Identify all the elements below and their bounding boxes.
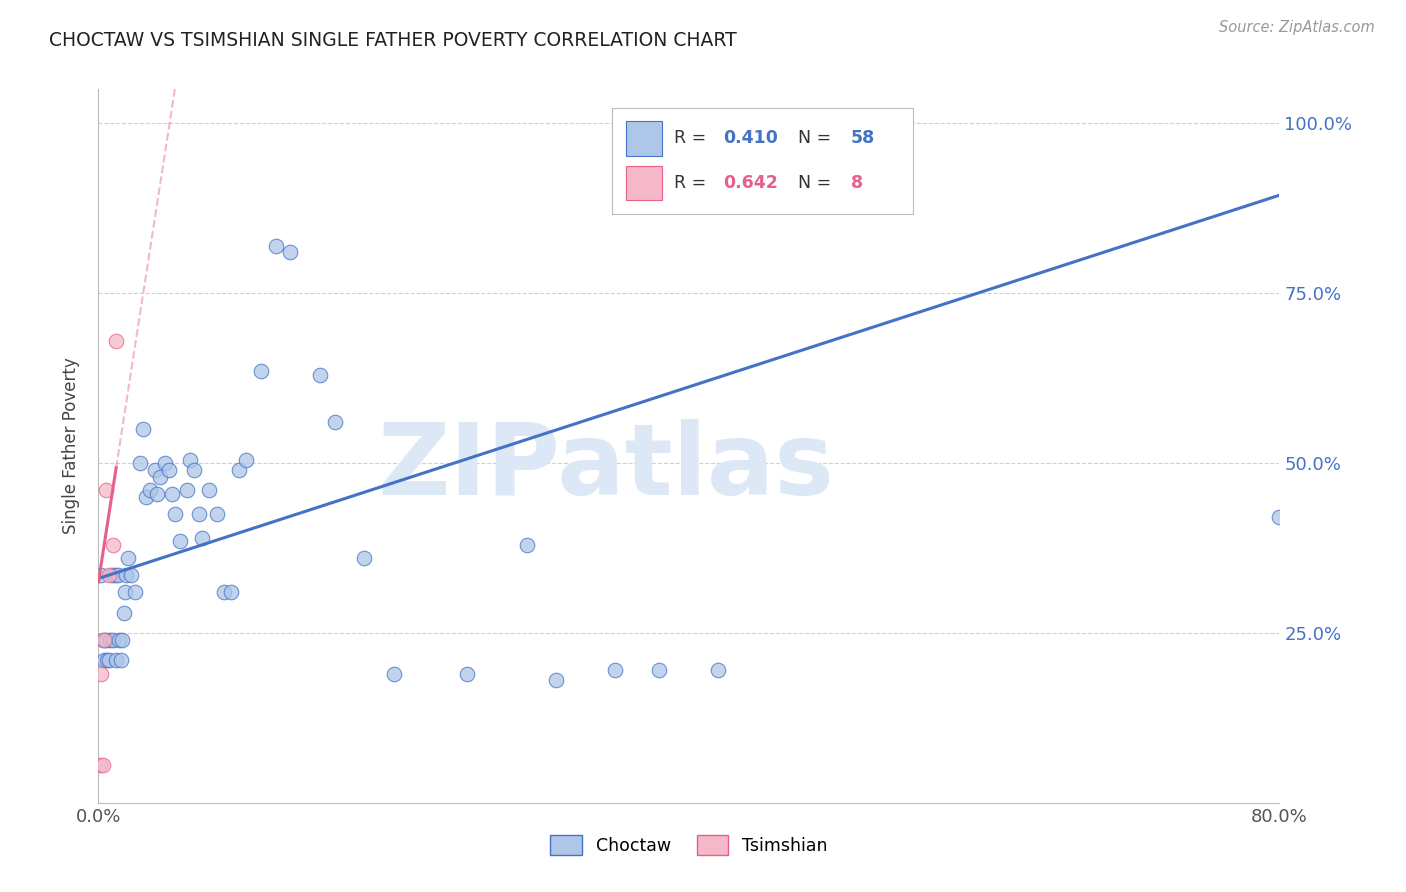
Point (111, 632, 134, 647)
Point (382, 666, 405, 681)
Point (94, 632, 117, 647)
Point (165, 507, 187, 521)
Point (605, 663, 627, 677)
Point (104, 568, 127, 582)
Point (97, 653, 120, 667)
Point (112, 606, 135, 620)
Point (198, 483, 221, 498)
Point (309, 368, 332, 382)
Point (546, 673, 568, 688)
Point (91, 758, 114, 772)
Legend: Choctaw, Tsimshian: Choctaw, Tsimshian (544, 828, 834, 862)
Point (90, 666, 112, 681)
Point (93, 653, 115, 667)
Point (280, 245, 302, 260)
Point (205, 507, 228, 521)
Point (162, 486, 183, 500)
Point (707, 663, 730, 677)
Text: R =: R = (673, 129, 711, 147)
Point (169, 534, 191, 549)
Text: 0.410: 0.410 (723, 129, 778, 147)
Y-axis label: Single Father Poverty: Single Father Poverty (62, 358, 80, 534)
Text: 8: 8 (851, 174, 863, 192)
Point (1268, 510, 1291, 524)
Point (110, 653, 132, 667)
Point (90, 568, 112, 582)
Point (93, 632, 115, 647)
Point (179, 452, 201, 467)
Point (183, 463, 205, 477)
Point (108, 632, 131, 647)
Point (103, 632, 125, 647)
Point (191, 531, 214, 545)
Point (457, 666, 479, 681)
Point (132, 422, 155, 436)
Point (143, 463, 166, 477)
Point (94, 483, 117, 498)
Text: 0.642: 0.642 (723, 174, 778, 192)
Point (89, 758, 111, 772)
Point (146, 486, 169, 500)
FancyBboxPatch shape (612, 109, 914, 214)
Point (105, 334, 128, 348)
Point (187, 507, 209, 521)
Point (221, 585, 243, 599)
Text: R =: R = (673, 174, 711, 192)
Point (96, 653, 118, 667)
Point (97, 568, 120, 582)
Point (91, 632, 114, 647)
Text: ZIPatlas: ZIPatlas (378, 419, 835, 516)
Point (107, 568, 129, 582)
Point (149, 469, 172, 483)
FancyBboxPatch shape (626, 121, 662, 155)
Point (353, 551, 375, 566)
Point (105, 653, 128, 667)
Text: Source: ZipAtlas.com: Source: ZipAtlas.com (1219, 20, 1375, 35)
Point (114, 585, 136, 599)
Point (128, 456, 150, 470)
Text: N =: N = (797, 129, 837, 147)
Point (135, 490, 157, 504)
Point (103, 537, 125, 551)
Text: N =: N = (797, 174, 837, 192)
Point (250, 364, 273, 378)
Point (153, 456, 176, 470)
Point (264, 238, 287, 252)
FancyBboxPatch shape (626, 166, 662, 200)
Point (120, 568, 142, 582)
Text: CHOCTAW VS TSIMSHIAN SINGLE FATHER POVERTY CORRELATION CHART: CHOCTAW VS TSIMSHIAN SINGLE FATHER POVER… (49, 31, 737, 50)
Point (235, 452, 257, 467)
Point (117, 551, 139, 566)
Point (516, 537, 538, 551)
Point (115, 568, 138, 582)
Point (323, 415, 346, 429)
Point (157, 463, 180, 477)
Point (212, 585, 235, 599)
Point (100, 568, 122, 582)
Point (228, 463, 250, 477)
Point (98, 632, 121, 647)
Point (139, 483, 162, 498)
Point (124, 585, 146, 599)
Point (176, 483, 198, 498)
Point (648, 663, 671, 677)
Text: 58: 58 (851, 129, 875, 147)
